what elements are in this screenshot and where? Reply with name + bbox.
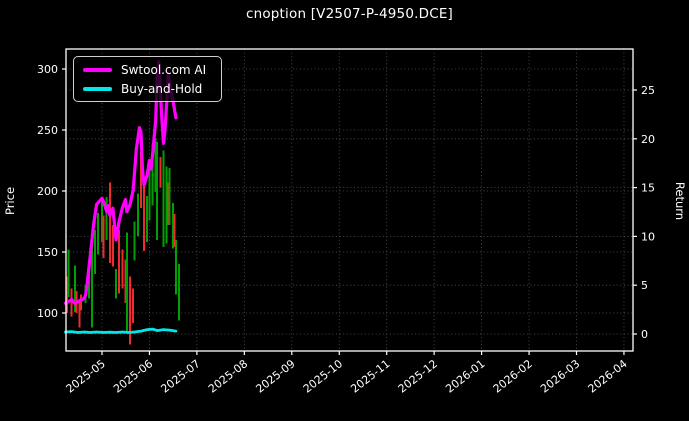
date-tick-label: 2025-05 bbox=[64, 357, 108, 396]
price-tick-label: 200 bbox=[37, 185, 58, 198]
date-tick-label: 2026-01 bbox=[443, 357, 487, 396]
axis-ticks bbox=[62, 68, 637, 355]
return-tick-label: 5 bbox=[641, 279, 648, 292]
date-tick-label: 2025-07 bbox=[159, 357, 203, 396]
date-tick-label: 2026-03 bbox=[538, 357, 582, 396]
return-tick-label: 25 bbox=[641, 84, 655, 97]
series-left bbox=[63, 60, 178, 305]
date-tick-label: 2026-04 bbox=[586, 357, 630, 396]
plot-border bbox=[65, 48, 634, 352]
price-tick-label: 300 bbox=[37, 63, 58, 76]
legend-item-buyhold: Buy-and-Hold bbox=[83, 82, 212, 96]
series-right bbox=[64, 327, 178, 334]
return-tick-label: 10 bbox=[641, 230, 655, 243]
right-axis-label: Return bbox=[673, 181, 687, 221]
date-tick-label: 2025-11 bbox=[348, 357, 392, 396]
return-tick-label: 15 bbox=[641, 182, 655, 195]
price-tick-label: 250 bbox=[37, 124, 58, 137]
legend: Swtool.com AI Buy-and-Hold bbox=[73, 56, 222, 102]
price-tick-label: 100 bbox=[37, 307, 58, 320]
date-tick-label: 2026-02 bbox=[491, 357, 535, 396]
spines bbox=[65, 48, 634, 352]
price-tick-label: 150 bbox=[37, 246, 58, 259]
left-axis-label: Price bbox=[3, 186, 17, 216]
date-tick-label: 2025-06 bbox=[111, 357, 155, 396]
return-tick-label: 0 bbox=[641, 328, 648, 341]
date-tick-label: 2025-09 bbox=[253, 357, 297, 396]
date-tick-label: 2025-08 bbox=[206, 357, 250, 396]
return-tick-label: 20 bbox=[641, 133, 655, 146]
legend-item-ai: Swtool.com AI bbox=[83, 63, 212, 77]
buyhold-line-swatch bbox=[83, 86, 112, 91]
legend-label-ai: Swtool.com AI bbox=[121, 62, 207, 77]
ai-line-swatch bbox=[83, 67, 112, 72]
gridlines bbox=[66, 49, 633, 351]
legend-label-buyhold: Buy-and-Hold bbox=[121, 81, 203, 96]
chart-title: cnoption [V2507-P-4950.DCE] bbox=[245, 6, 454, 22]
series-line-ai bbox=[63, 60, 178, 305]
candlesticks bbox=[66, 138, 181, 345]
date-tick-label: 2025-12 bbox=[396, 357, 440, 396]
series-line-buyhold bbox=[64, 327, 178, 334]
date-tick-label: 2025-10 bbox=[301, 357, 345, 396]
